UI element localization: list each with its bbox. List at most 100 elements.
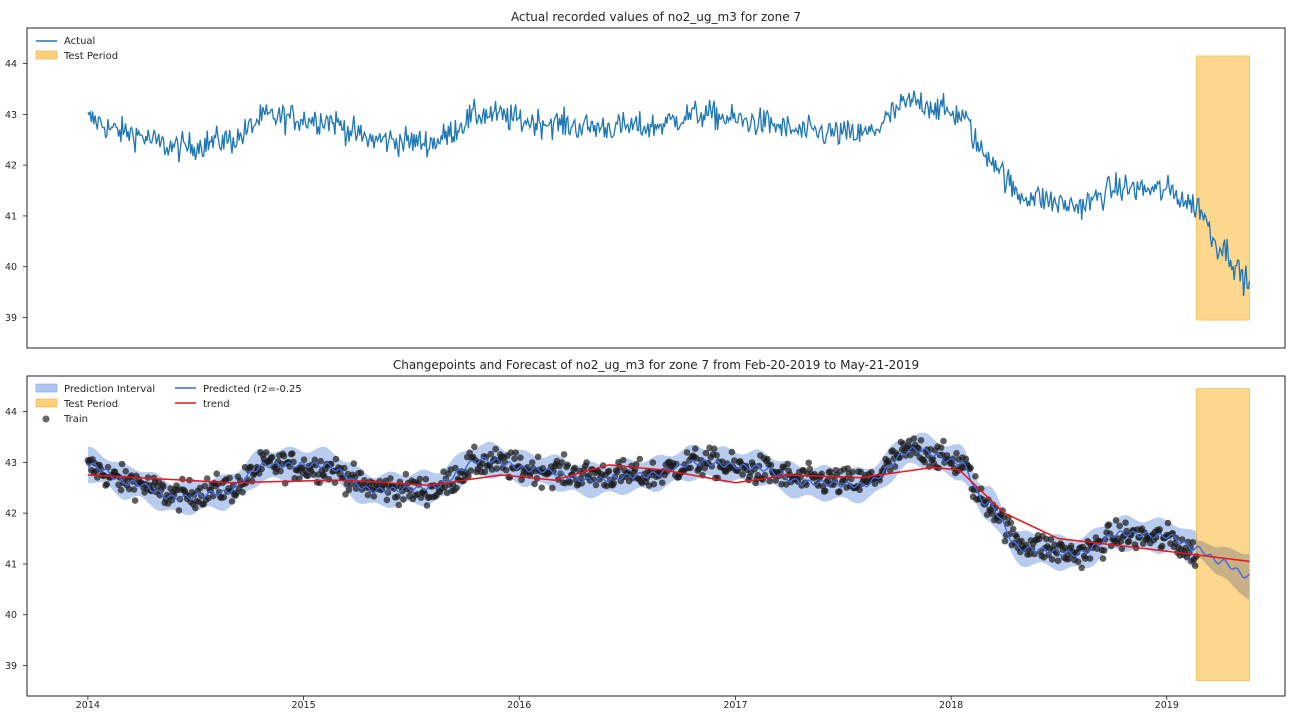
train-point <box>170 491 178 499</box>
y-tick-label-41: 41 <box>5 211 17 222</box>
legend-test-period-swatch <box>35 50 58 60</box>
train-point <box>836 488 843 495</box>
actual-series-line <box>87 90 1251 297</box>
train-point <box>103 481 111 488</box>
train-point <box>325 476 333 483</box>
y-tick-label-43: 43 <box>5 458 17 469</box>
legend-train-swatch <box>42 415 50 423</box>
train-point <box>857 468 864 476</box>
train-point <box>822 487 829 495</box>
train-point <box>910 435 918 442</box>
train-point <box>310 471 317 478</box>
train-point <box>702 449 710 457</box>
y-tick-label-44: 44 <box>5 59 17 70</box>
train-point <box>767 461 775 469</box>
train-point <box>583 459 590 466</box>
train-point <box>1067 542 1075 550</box>
train-point <box>453 484 460 492</box>
train-point <box>1099 555 1107 562</box>
train-point <box>571 464 579 472</box>
train-point <box>1116 522 1123 530</box>
train-point <box>277 467 284 475</box>
train-point <box>805 459 812 467</box>
train-point <box>341 464 348 472</box>
train-point <box>317 457 325 465</box>
bottom-plot-frame <box>26 375 1286 697</box>
train-point <box>1125 538 1133 545</box>
train-point <box>175 507 183 514</box>
train-point <box>248 477 256 485</box>
train-point <box>416 475 424 483</box>
train-point <box>192 504 199 512</box>
train-point <box>471 443 478 451</box>
train-point <box>907 451 914 459</box>
y-tick-label-42: 42 <box>5 509 17 520</box>
legend-prediction-interval-swatch <box>35 383 58 393</box>
train-point <box>766 477 773 485</box>
train-point <box>1152 534 1160 541</box>
train-point <box>320 472 328 480</box>
train-point <box>168 496 176 504</box>
train-point <box>549 484 556 492</box>
train-point <box>332 455 340 463</box>
train-point <box>953 450 960 457</box>
train-point <box>619 456 627 464</box>
train-point <box>844 465 851 472</box>
train-point <box>868 468 875 476</box>
forecast-interval-band <box>1195 531 1249 600</box>
train-point <box>528 459 536 466</box>
train-point <box>422 475 430 483</box>
train-point <box>673 460 680 468</box>
bottom-legend: Prediction Interval Test Period Train Pr… <box>35 383 302 425</box>
train-point <box>364 491 372 499</box>
x-tick-label-2017: 2017 <box>723 700 747 711</box>
train-point <box>387 475 394 482</box>
top-plot-frame <box>26 27 1286 349</box>
x-tick-label-2018: 2018 <box>939 700 963 711</box>
train-point <box>728 448 736 456</box>
train-point <box>511 455 518 463</box>
train-point <box>692 445 699 453</box>
train-point <box>632 461 640 468</box>
legend-trend-label: trend <box>203 399 230 410</box>
train-point <box>160 483 167 490</box>
train-point <box>917 437 925 444</box>
train-point <box>1112 517 1120 524</box>
train-point <box>1156 526 1163 533</box>
train-point <box>560 451 568 458</box>
train-point <box>937 444 945 452</box>
train-point <box>764 455 771 463</box>
train-point <box>856 486 863 494</box>
top-chart-panel: Actual recorded values of no2_ug_m3 for … <box>5 10 1286 349</box>
train-point <box>564 461 571 469</box>
train-point <box>988 510 996 517</box>
train-point <box>1182 544 1189 552</box>
train-point <box>658 479 666 487</box>
train-point <box>1013 533 1020 541</box>
legend-train-label: Train <box>63 414 88 425</box>
train-point <box>761 471 769 479</box>
train-point <box>1158 542 1166 550</box>
y-tick-label-44: 44 <box>5 407 17 418</box>
x-tick-label-2015: 2015 <box>291 700 315 711</box>
train-point <box>1117 538 1124 545</box>
train-point <box>1047 536 1055 543</box>
train-point <box>239 489 246 496</box>
train-point <box>512 449 519 456</box>
train-point <box>1105 521 1113 528</box>
train-point <box>1164 519 1172 527</box>
train-point <box>487 450 495 458</box>
train-point <box>304 472 312 480</box>
train-point <box>394 493 401 500</box>
train-point <box>263 449 270 456</box>
train-point <box>967 464 974 472</box>
train-point <box>650 480 658 488</box>
train-point <box>636 455 644 463</box>
train-point <box>1007 519 1015 526</box>
train-point <box>370 493 378 500</box>
legend-test-period-label: Test Period <box>63 51 118 62</box>
x-tick-label-2016: 2016 <box>507 700 531 711</box>
train-point <box>384 489 392 496</box>
train-point <box>566 479 574 486</box>
